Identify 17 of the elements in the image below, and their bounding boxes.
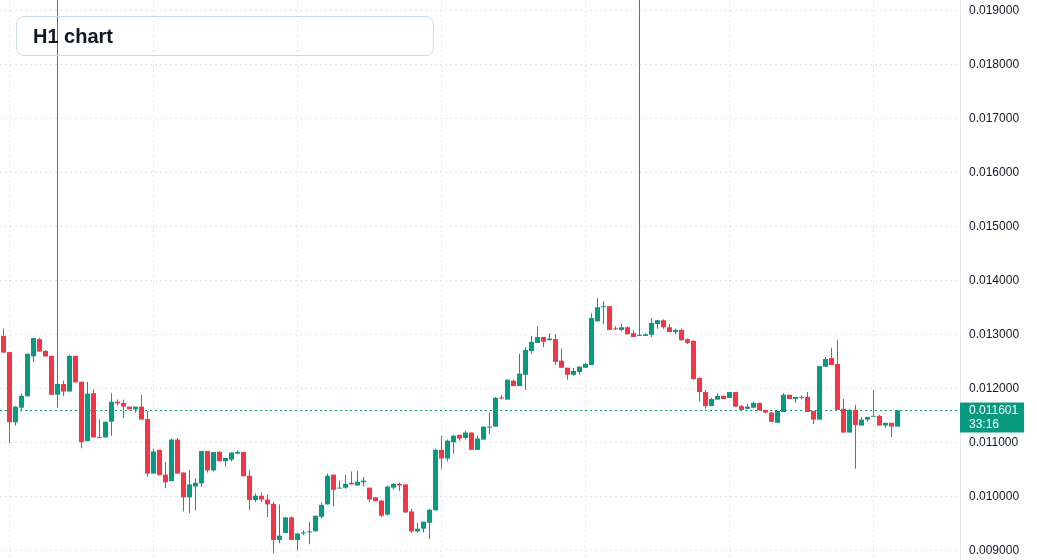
text: 33:16: [969, 416, 1000, 431]
y-tick-label: 0.010000: [969, 489, 1020, 504]
y-tick-label: 0.011000: [969, 435, 1019, 450]
candlestick: [601, 301, 606, 325]
y-tick-label: 0.017000: [969, 111, 1020, 126]
candlestick: [307, 521, 312, 545]
y-tick-label: 0.016000: [969, 165, 1020, 180]
y-tick-label: 0.015000: [969, 219, 1020, 234]
y-tick-label: 0.014000: [969, 273, 1020, 288]
y-tick-label: 0.012000: [969, 381, 1020, 396]
y-tick-label: 0.013000: [969, 327, 1020, 342]
y-tick-label: 0.019000: [969, 3, 1020, 18]
candlestick: [97, 419, 102, 438]
candlestick: [277, 504, 282, 544]
ref-line-label: 0.011601: [969, 402, 1019, 417]
y-tick-label: 0.018000: [969, 57, 1020, 72]
y-tick-label: 0.009000: [969, 543, 1020, 558]
